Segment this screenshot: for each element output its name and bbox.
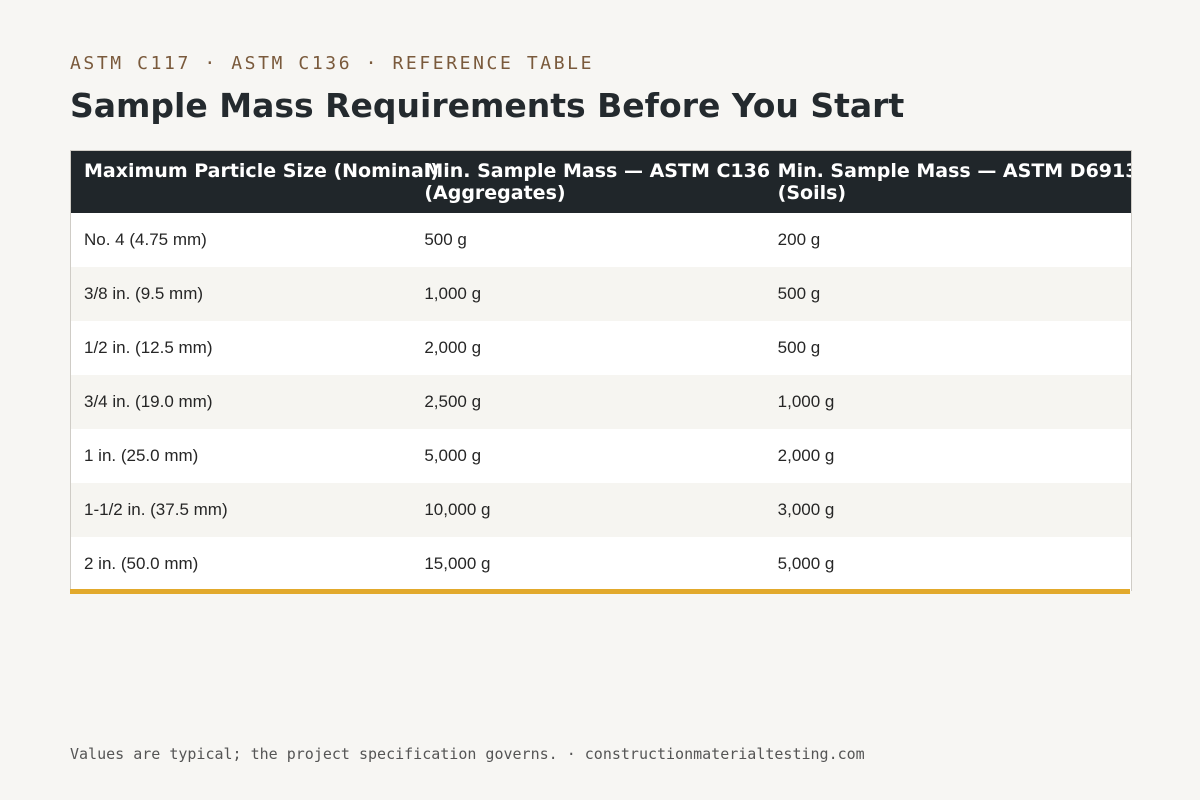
column-header-d6913-mass: Min. Sample Mass — ASTM D6913 (Soils) xyxy=(778,151,1131,213)
soil-mass-cell: 5,000 g xyxy=(777,554,835,573)
column-header-c136-mass: Min. Sample Mass — ASTM C136 (Aggregates… xyxy=(424,151,777,213)
footer-note: Values are typical; the project specific… xyxy=(70,745,865,763)
column-header-line: Min. Sample Mass — ASTM D6913 xyxy=(777,160,1132,182)
soil-mass-cell: 500 g xyxy=(777,284,821,303)
soil-mass-cell: 200 g xyxy=(777,230,821,249)
particle-size-cell: 1-1/2 in. (37.5 mm) xyxy=(84,500,228,519)
eyebrow-label: ASTM C117 · ASTM C136 · REFERENCE TABLE xyxy=(70,53,595,74)
table-row: 3/4 in. (19.0 mm) 2,500 g 1,000 g xyxy=(71,375,1131,429)
particle-size-cell: No. 4 (4.75 mm) xyxy=(84,230,207,249)
table-row: 3/8 in. (9.5 mm) 1,000 g 500 g xyxy=(71,267,1131,321)
soil-mass-cell: 500 g xyxy=(777,338,821,357)
aggregate-mass-cell: 15,000 g xyxy=(424,554,491,573)
table-row: No. 4 (4.75 mm) 500 g 200 g xyxy=(71,213,1131,267)
column-header-line: Min. Sample Mass — ASTM C136 xyxy=(424,160,771,182)
page-title: Sample Mass Requirements Before You Star… xyxy=(70,86,905,125)
column-header-line: Maximum Particle Size (Nominal) xyxy=(84,160,439,182)
soil-mass-cell: 1,000 g xyxy=(777,392,835,411)
sample-mass-table: Maximum Particle Size (Nominal) Min. Sam… xyxy=(70,150,1132,591)
soil-mass-cell: 3,000 g xyxy=(777,500,835,519)
particle-size-cell: 3/8 in. (9.5 mm) xyxy=(84,284,204,303)
column-header-line: (Soils) xyxy=(777,182,847,204)
particle-size-cell: 2 in. (50.0 mm) xyxy=(84,554,199,573)
particle-size-cell: 1/2 in. (12.5 mm) xyxy=(84,338,213,357)
table-row: 2 in. (50.0 mm) 15,000 g 5,000 g xyxy=(71,537,1131,591)
table-row: 1 in. (25.0 mm) 5,000 g 2,000 g xyxy=(71,429,1131,483)
table-header-row: Maximum Particle Size (Nominal) Min. Sam… xyxy=(71,151,1131,213)
aggregate-mass-cell: 5,000 g xyxy=(424,446,482,465)
aggregate-mass-cell: 10,000 g xyxy=(424,500,491,519)
column-header-particle-size: Maximum Particle Size (Nominal) xyxy=(71,151,439,213)
accent-rule xyxy=(70,589,1130,594)
column-header-line: (Aggregates) xyxy=(424,182,566,204)
particle-size-cell: 1 in. (25.0 mm) xyxy=(84,446,199,465)
aggregate-mass-cell: 1,000 g xyxy=(424,284,482,303)
aggregate-mass-cell: 2,000 g xyxy=(424,338,482,357)
aggregate-mass-cell: 2,500 g xyxy=(424,392,482,411)
table-row: 1/2 in. (12.5 mm) 2,000 g 500 g xyxy=(71,321,1131,375)
table-row: 1-1/2 in. (37.5 mm) 10,000 g 3,000 g xyxy=(71,483,1131,537)
soil-mass-cell: 2,000 g xyxy=(777,446,835,465)
aggregate-mass-cell: 500 g xyxy=(424,230,467,249)
particle-size-cell: 3/4 in. (19.0 mm) xyxy=(84,392,213,411)
